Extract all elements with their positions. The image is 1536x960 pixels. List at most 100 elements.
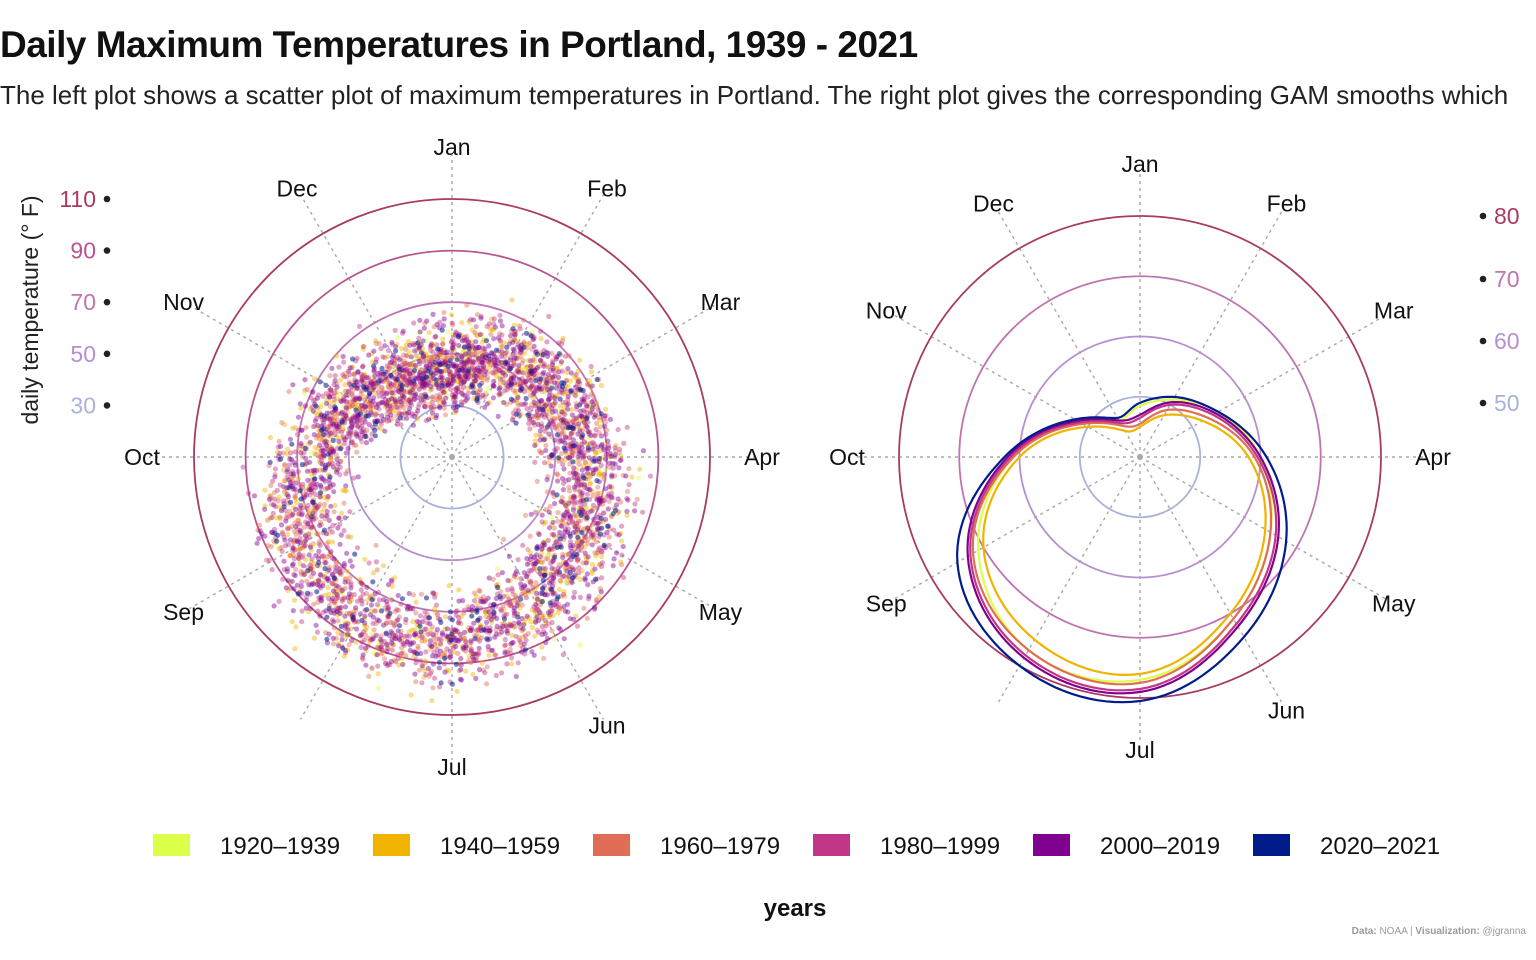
scatter-point — [312, 397, 318, 403]
scatter-point — [369, 666, 375, 672]
scatter-point — [301, 390, 308, 396]
scatter-point — [592, 606, 598, 612]
scatter-point — [513, 388, 519, 394]
scatter-point — [337, 570, 343, 576]
scatter-point — [480, 667, 486, 673]
scatter-point — [393, 356, 399, 362]
scatter-point — [331, 397, 337, 403]
scatter-point — [287, 553, 293, 559]
scatter-point — [481, 365, 487, 371]
scatter-point — [398, 371, 404, 378]
scatter-point — [387, 610, 393, 616]
scatter-point — [526, 615, 532, 621]
scatter-point — [297, 488, 303, 494]
scatter-point — [378, 418, 384, 424]
scatter-point — [347, 402, 353, 408]
scatter-point — [579, 445, 585, 451]
scatter-point — [552, 447, 558, 453]
scatter-point — [490, 576, 496, 582]
scatter-point — [511, 624, 517, 630]
scatter-point — [451, 347, 457, 353]
scatter-point — [473, 657, 479, 663]
scatter-point — [437, 396, 443, 402]
scatter-point — [325, 451, 331, 457]
scatter-point — [428, 628, 434, 634]
scatter-point — [554, 427, 561, 433]
scatter-point — [541, 521, 547, 527]
legend-swatch — [593, 834, 630, 856]
legend-label: 1960–1979 — [660, 833, 780, 860]
scatter-point — [325, 494, 331, 500]
scatter-point — [391, 390, 397, 396]
scatter-point — [453, 661, 459, 667]
scatter-point — [528, 580, 534, 586]
scatter-point — [421, 368, 427, 374]
scatter-point — [413, 657, 419, 663]
scatter-point — [506, 621, 512, 627]
scatter-point — [290, 545, 296, 551]
scatter-point — [429, 341, 435, 347]
scatter-point — [296, 551, 302, 557]
scatter-point — [362, 613, 368, 619]
scatter-point — [340, 587, 346, 593]
scatter-point — [559, 338, 566, 344]
scatter-point — [553, 356, 560, 362]
scatter-point — [445, 378, 451, 384]
scatter-point — [490, 363, 496, 369]
scatter-point — [289, 441, 295, 447]
scatter-point — [549, 608, 555, 614]
scatter-point — [321, 454, 327, 460]
scatter-point — [476, 634, 482, 640]
scatter-point — [430, 311, 436, 317]
radial-tick-label: 90 — [70, 238, 96, 264]
scatter-point — [533, 378, 539, 384]
scatter-point — [327, 526, 333, 532]
scatter-point — [447, 371, 453, 377]
scatter-point — [328, 430, 334, 436]
scatter-point — [477, 638, 483, 644]
scatter-point — [329, 539, 335, 545]
scatter-point — [585, 445, 591, 451]
scatter-point — [557, 415, 563, 421]
scatter-point — [272, 474, 278, 480]
scatter-point — [359, 376, 365, 382]
scatter-point — [391, 632, 397, 638]
scatter-point — [509, 297, 515, 303]
scatter-point — [370, 634, 376, 640]
scatter-point — [624, 512, 630, 519]
scatter-point — [440, 358, 446, 364]
scatter-point — [593, 413, 599, 419]
scatter-point — [350, 414, 356, 420]
scatter-point — [396, 635, 402, 641]
scatter-point — [554, 378, 560, 384]
scatter-point — [340, 403, 346, 409]
scatter-point — [339, 588, 345, 594]
scatter-point — [458, 613, 465, 620]
scatter-point — [281, 478, 287, 484]
scatter-point — [360, 426, 366, 433]
scatter-point — [486, 652, 492, 658]
scatter-point — [354, 395, 360, 401]
scatter-point — [606, 534, 612, 540]
scatter-point — [528, 368, 534, 374]
scatter-point — [351, 592, 357, 598]
scatter-point — [613, 550, 620, 556]
scatter-point — [361, 371, 367, 377]
scatter-point — [544, 477, 550, 483]
scatter-point — [389, 630, 395, 636]
scatter-point — [485, 370, 491, 376]
scatter-point — [310, 541, 316, 547]
scatter-point — [337, 541, 343, 547]
scatter-point — [529, 373, 535, 380]
scatter-point — [308, 525, 314, 531]
scatter-point — [617, 457, 623, 463]
scatter-point — [498, 344, 504, 350]
scatter-point — [363, 433, 369, 440]
scatter-point — [566, 563, 572, 570]
scatter-point — [479, 354, 485, 360]
scatter-point — [305, 568, 311, 574]
scatter-point — [569, 453, 575, 459]
scatter-point — [592, 433, 598, 439]
scatter-point — [468, 648, 474, 654]
scatter-point — [541, 655, 547, 662]
